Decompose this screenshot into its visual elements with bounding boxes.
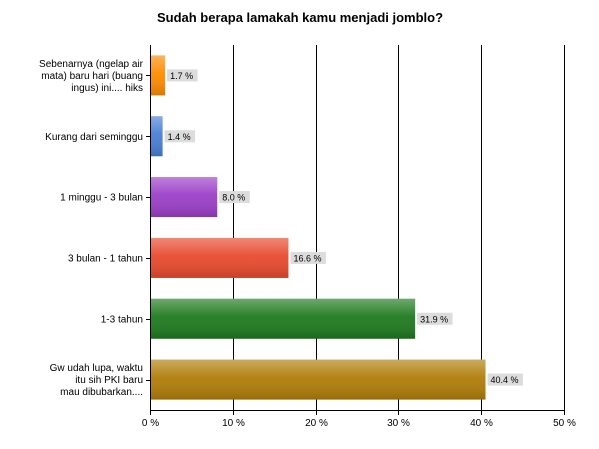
value-label-bg: [417, 312, 453, 325]
value-label: 16.6 %: [293, 253, 321, 263]
category-label: Kurang dari seminggu: [45, 132, 143, 143]
bars: 1.7 % 1.4 % 8.0 % 16.6 % 31.9 % 40.4 %: [146, 55, 523, 400]
value-label-bg: [167, 69, 198, 82]
bar-shading: [151, 359, 486, 400]
x-tick-label: 40 %: [470, 418, 493, 429]
value-label-bg: [164, 130, 196, 143]
value-label-bg: [219, 191, 250, 204]
chart-title: Sudah berapa lamakah kamu menjadi jomblo…: [157, 10, 443, 25]
value-label-bg: [487, 373, 523, 386]
x-tick-label: 50 %: [553, 418, 576, 429]
value-label: 8.0 %: [222, 193, 245, 203]
bar-shading: [151, 298, 416, 339]
bar-shading: [151, 237, 289, 278]
category-label: Gw udah lupa, waktu itu sih PKI baru mau d…: [50, 363, 143, 398]
category-label: Sebenarnya (ngelap air mata) baru hari (b…: [39, 59, 144, 94]
x-tick-label: 20 %: [305, 418, 328, 429]
category-label: 1 minggu - 3 bulan: [60, 193, 143, 204]
value-label-bg: [290, 251, 326, 264]
x-tick-label: 30 %: [387, 418, 410, 429]
bar-shading: [151, 116, 163, 157]
value-label: 1.4 %: [168, 132, 191, 142]
x-tick-label: 10 %: [222, 418, 245, 429]
grid-lines: [233, 45, 565, 410]
bar-shading: [151, 55, 166, 96]
value-label: 40.4 %: [491, 375, 519, 385]
value-label: 1.7 %: [170, 71, 193, 81]
value-label: 31.9 %: [420, 314, 448, 324]
x-tick-label: 0 %: [142, 418, 159, 429]
category-labels: Sebenarnya (ngelap air mata) baru hari (b…: [39, 59, 144, 398]
x-axis-tick-labels: 0 % 10 % 20 % 30 % 40 % 50 %: [142, 410, 576, 429]
bar-shading: [151, 177, 218, 218]
category-label: 1-3 tahun: [101, 314, 143, 325]
category-label: 3 bulan - 1 tahun: [68, 253, 143, 264]
